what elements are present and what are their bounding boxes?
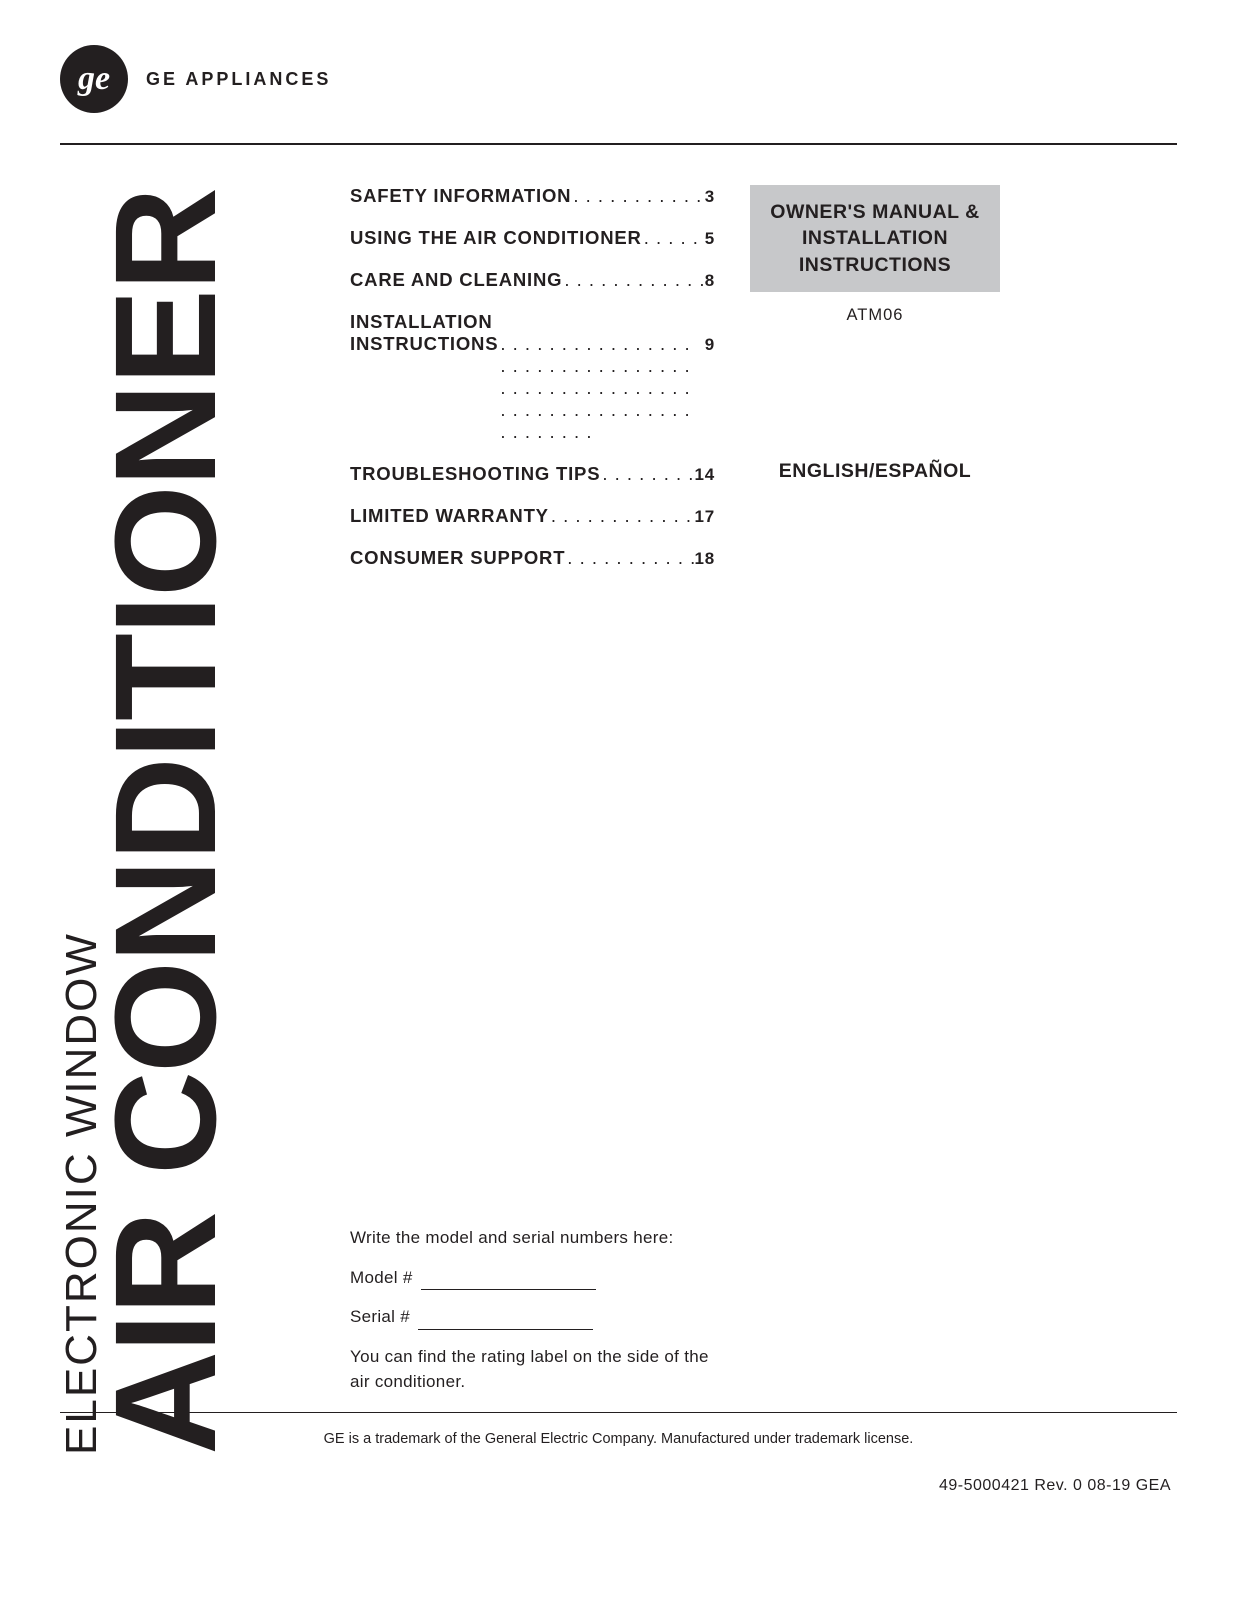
manual-box-line: INSTRUCTIONS [760, 252, 990, 278]
main-area: ELECTRONIC WINDOW AIR CONDITIONER SAFETY… [60, 185, 1177, 1495]
manual-type-box: OWNER'S MANUAL & INSTALLATION INSTRUCTIO… [750, 185, 1000, 292]
write-numbers-prompt: Write the model and serial numbers here: [350, 1225, 720, 1251]
product-title: AIR CONDITIONER [98, 189, 235, 1455]
toc-label: TROUBLESHOOTING TIPS [350, 463, 600, 485]
toc-item: LIMITED WARRANTY 17 [350, 505, 715, 527]
toc-label: INSTRUCTIONS [350, 333, 498, 355]
toc-page: 5 [705, 229, 715, 249]
header: ge GE APPLIANCES [60, 45, 1177, 145]
serial-model-block: Write the model and serial numbers here:… [350, 1225, 720, 1395]
toc-page: 8 [705, 271, 715, 291]
trademark-notice: GE is a trademark of the General Electri… [60, 1431, 1177, 1447]
toc-page: 18 [694, 549, 715, 569]
right-column: OWNER'S MANUAL & INSTALLATION INSTRUCTIO… [750, 185, 1000, 483]
brand-label: GE APPLIANCES [146, 69, 331, 90]
serial-label: Serial # [350, 1304, 410, 1330]
vertical-title-block: ELECTRONIC WINDOW AIR CONDITIONER [60, 185, 280, 1455]
toc-item: CARE AND CLEANING 8 [350, 269, 715, 291]
toc-leader-dots [642, 227, 705, 249]
toc-label: CARE AND CLEANING [350, 269, 562, 291]
toc-item: INSTALLATION INSTRUCTIONS 9 [350, 311, 715, 443]
toc-leader-dots [562, 269, 704, 291]
toc-leader-dots [565, 547, 694, 569]
blank-line [418, 1311, 593, 1330]
toc-page: 9 [705, 335, 715, 355]
manual-box-line: INSTALLATION [760, 225, 990, 251]
toc-label: SAFETY INFORMATION [350, 185, 571, 207]
toc-leader-dots [549, 505, 695, 527]
toc-label: INSTALLATION [350, 311, 715, 333]
toc-leader-dots [498, 333, 704, 443]
model-label: Model # [350, 1265, 413, 1291]
blank-line [421, 1271, 596, 1290]
ge-logo-icon: ge [60, 45, 128, 113]
footer: GE is a trademark of the General Electri… [60, 1412, 1177, 1495]
manual-box-line: OWNER'S MANUAL & [760, 199, 990, 225]
toc-page: 3 [705, 187, 715, 207]
toc-item: USING THE AIR CONDITIONER 5 [350, 227, 715, 249]
toc-item: SAFETY INFORMATION 3 [350, 185, 715, 207]
toc-page: 14 [694, 465, 715, 485]
model-number-field: Model # [350, 1265, 720, 1291]
rating-label-note: You can find the rating label on the sid… [350, 1344, 720, 1395]
languages-label: ENGLISH/ESPAÑOL [750, 460, 1000, 483]
toc-leader-dots [600, 463, 694, 485]
toc-item: CONSUMER SUPPORT 18 [350, 547, 715, 569]
toc-leader-dots [571, 185, 704, 207]
page: ge GE APPLIANCES ELECTRONIC WINDOW AIR C… [60, 45, 1177, 1560]
toc-item: TROUBLESHOOTING TIPS 14 [350, 463, 715, 485]
model-code: ATM06 [750, 306, 1000, 325]
toc-label: CONSUMER SUPPORT [350, 547, 565, 569]
toc-page: 17 [694, 507, 715, 527]
ge-logo-text: ge [78, 62, 110, 96]
toc-label: USING THE AIR CONDITIONER [350, 227, 642, 249]
serial-number-field: Serial # [350, 1304, 720, 1330]
toc-label: LIMITED WARRANTY [350, 505, 549, 527]
document-number: 49-5000421 Rev. 0 08-19 GEA [60, 1477, 1177, 1495]
table-of-contents: SAFETY INFORMATION 3 USING THE AIR CONDI… [350, 185, 715, 589]
